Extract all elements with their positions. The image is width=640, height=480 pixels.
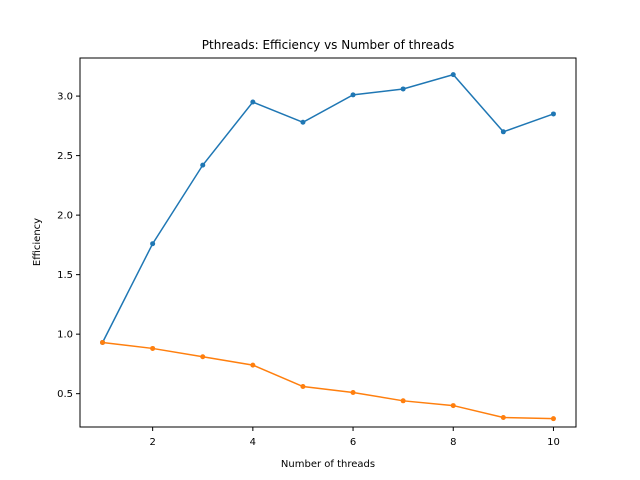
plot-area	[100, 72, 556, 422]
series-1-point	[450, 72, 456, 78]
series-2-point	[200, 354, 206, 360]
y-axis: 0.5 1.0 1.5 2.0 2.5 3.0	[57, 92, 80, 400]
x-tick-label: 6	[350, 437, 356, 448]
x-tick-label: 4	[250, 437, 256, 448]
x-axis: 2 4 6 8 10	[149, 427, 560, 448]
series-1-point	[550, 111, 556, 117]
y-tick-label: 2.5	[57, 151, 73, 162]
y-tick-label: 2.0	[57, 211, 73, 222]
series-2-point	[300, 384, 306, 390]
series-1-point	[300, 119, 306, 125]
series-2-point	[250, 362, 256, 368]
series-2-point	[550, 416, 556, 422]
y-tick-label: 0.5	[57, 389, 73, 400]
series-1-line	[101, 73, 554, 343]
y-axis-label: Efficiency	[32, 218, 43, 266]
series-2-point	[450, 403, 456, 409]
series-1-point	[250, 99, 256, 105]
series-1-point	[400, 86, 406, 92]
series-2-point	[400, 398, 406, 404]
y-tick-label: 1.5	[57, 270, 73, 281]
x-axis-label: Number of threads	[281, 459, 375, 470]
series-1-point	[200, 162, 206, 168]
series-2-point	[150, 345, 156, 351]
chart-title: Pthreads: Efficiency vs Number of thread…	[202, 38, 454, 52]
series-2-line	[102, 341, 554, 420]
axes-frame	[79, 57, 577, 428]
x-tick-label: 2	[149, 437, 155, 448]
series-2-point	[500, 414, 506, 420]
x-tick-label: 8	[450, 437, 456, 448]
series-2-point	[350, 389, 356, 395]
y-tick-label: 1.0	[57, 330, 73, 341]
x-tick-label: 10	[547, 437, 560, 448]
series-1-point	[350, 92, 356, 98]
y-tick-label: 3.0	[57, 92, 73, 103]
series-2-point	[100, 339, 106, 345]
series-1-point	[500, 129, 506, 135]
series-1-point	[150, 241, 156, 247]
